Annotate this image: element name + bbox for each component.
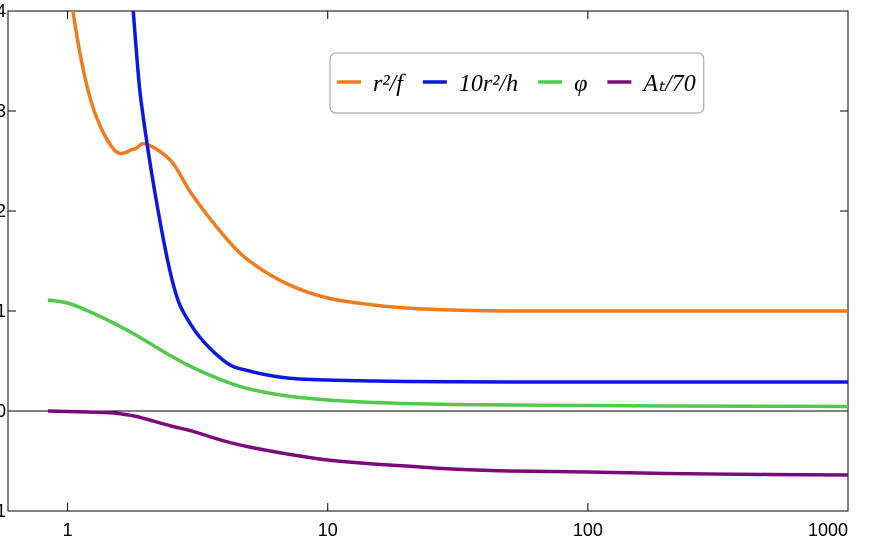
series-line xyxy=(131,11,848,384)
legend-label: r²/f xyxy=(373,71,406,97)
y-tick-label: 1 xyxy=(0,301,6,321)
y-tick-label: 2 xyxy=(0,201,6,221)
x-tick-label: 100 xyxy=(573,520,603,540)
legend-label: 10r²/h xyxy=(459,71,518,97)
series-line xyxy=(71,11,848,313)
plot-frame xyxy=(7,10,849,512)
plot-area xyxy=(47,11,848,477)
legend-box xyxy=(329,52,705,114)
y-tick-label: 3 xyxy=(0,101,6,121)
x-tick-label: 1000 xyxy=(808,520,848,540)
legend-label: Aₜ/70 xyxy=(641,71,695,97)
series-line xyxy=(47,298,848,409)
y-tick-label: 4 xyxy=(0,1,6,21)
x-tick-label: 10 xyxy=(318,520,338,540)
legend-label: φ xyxy=(574,71,587,97)
y-tick-label: −1 xyxy=(0,501,6,521)
x-tick-label: 1 xyxy=(63,520,73,540)
y-tick-label: 0 xyxy=(0,401,6,421)
series-line xyxy=(47,409,848,477)
